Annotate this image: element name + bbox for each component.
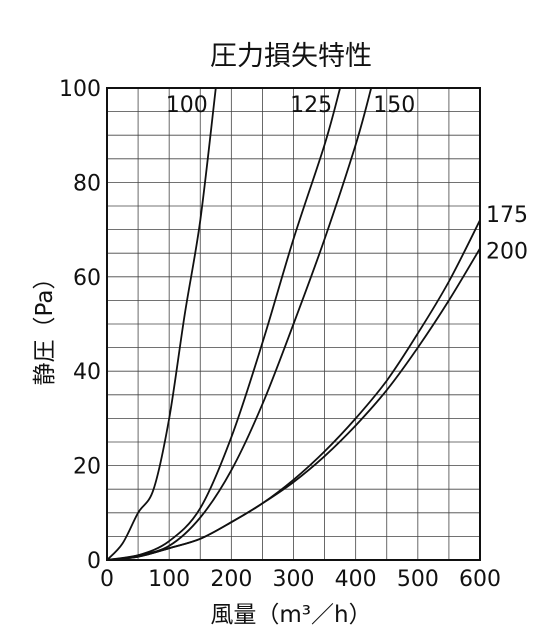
curve-100 bbox=[106, 87, 217, 561]
x-tick-label: 500 bbox=[397, 567, 439, 592]
x-tick-label: 200 bbox=[210, 567, 252, 592]
x-tick-labels: 0 100 200 300 400 500 600 bbox=[100, 567, 501, 592]
y-tick-label: 40 bbox=[73, 360, 101, 385]
y-axis-label: 静圧（Pa） bbox=[32, 267, 58, 386]
x-tick-label: 600 bbox=[459, 567, 501, 592]
x-axis-label: 風量（m³／h） bbox=[210, 602, 371, 628]
series-label-125: 125 bbox=[290, 93, 332, 118]
y-tick-label: 60 bbox=[73, 266, 101, 291]
x-tick-label: 0 bbox=[100, 567, 114, 592]
x-tick-label: 400 bbox=[335, 567, 377, 592]
x-tick-label: 100 bbox=[148, 567, 190, 592]
curve-125 bbox=[106, 87, 341, 561]
y-tick-label: 0 bbox=[87, 549, 101, 574]
plot-frame bbox=[106, 87, 481, 561]
y-tick-label: 80 bbox=[73, 171, 101, 196]
x-tick-label: 300 bbox=[273, 567, 315, 592]
series-curves bbox=[106, 87, 481, 561]
chart-title: 圧力損失特性 bbox=[210, 41, 372, 72]
y-tick-label: 20 bbox=[73, 455, 101, 480]
series-label-150: 150 bbox=[373, 93, 415, 118]
y-tick-label: 100 bbox=[59, 77, 101, 102]
series-label-175: 175 bbox=[486, 203, 528, 228]
series-label-100: 100 bbox=[166, 93, 208, 118]
y-tick-labels: 0 20 40 60 80 100 bbox=[59, 77, 101, 574]
curve-200 bbox=[106, 248, 481, 561]
series-labels: 100 125 150 175 200 bbox=[166, 93, 528, 264]
series-label-200: 200 bbox=[486, 239, 528, 264]
